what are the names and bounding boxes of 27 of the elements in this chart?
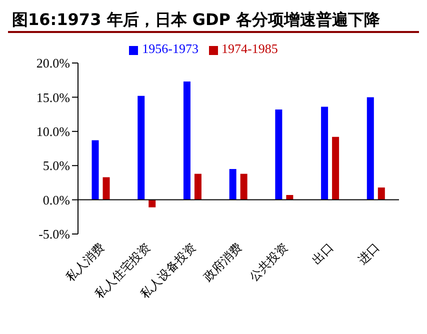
bar — [92, 140, 99, 200]
bar — [366, 97, 374, 200]
legend-label: 1956-1973 — [142, 41, 198, 56]
y-tick-label: 10.0% — [36, 124, 70, 140]
bar — [183, 81, 190, 200]
bar — [240, 174, 248, 200]
bar — [332, 136, 340, 200]
y-tick-label: 0.0% — [42, 192, 70, 208]
y-tick-label: -5.0% — [38, 226, 70, 242]
bar — [286, 195, 294, 200]
x-tick-label: 公共投资 — [246, 240, 290, 284]
x-tick-label: 出口 — [309, 240, 336, 268]
y-tick-label: 20.0% — [36, 56, 70, 71]
y-tick-label: 5.0% — [42, 158, 70, 174]
bar — [102, 177, 110, 200]
bar — [378, 187, 385, 200]
bar — [138, 96, 145, 200]
bar — [194, 174, 202, 200]
legend-label: 1974-1985 — [222, 41, 278, 56]
bar — [229, 169, 236, 200]
chart-title: 图16:1973 年后，日本 GDP 各分项增速普遍下降 — [8, 8, 419, 33]
bar — [321, 106, 328, 200]
bar — [275, 110, 282, 200]
bar — [148, 200, 156, 208]
y-tick-label: 15.0% — [36, 90, 70, 105]
x-tick-label: 政府消费 — [200, 240, 245, 284]
x-tick-label: 进口 — [355, 240, 382, 268]
